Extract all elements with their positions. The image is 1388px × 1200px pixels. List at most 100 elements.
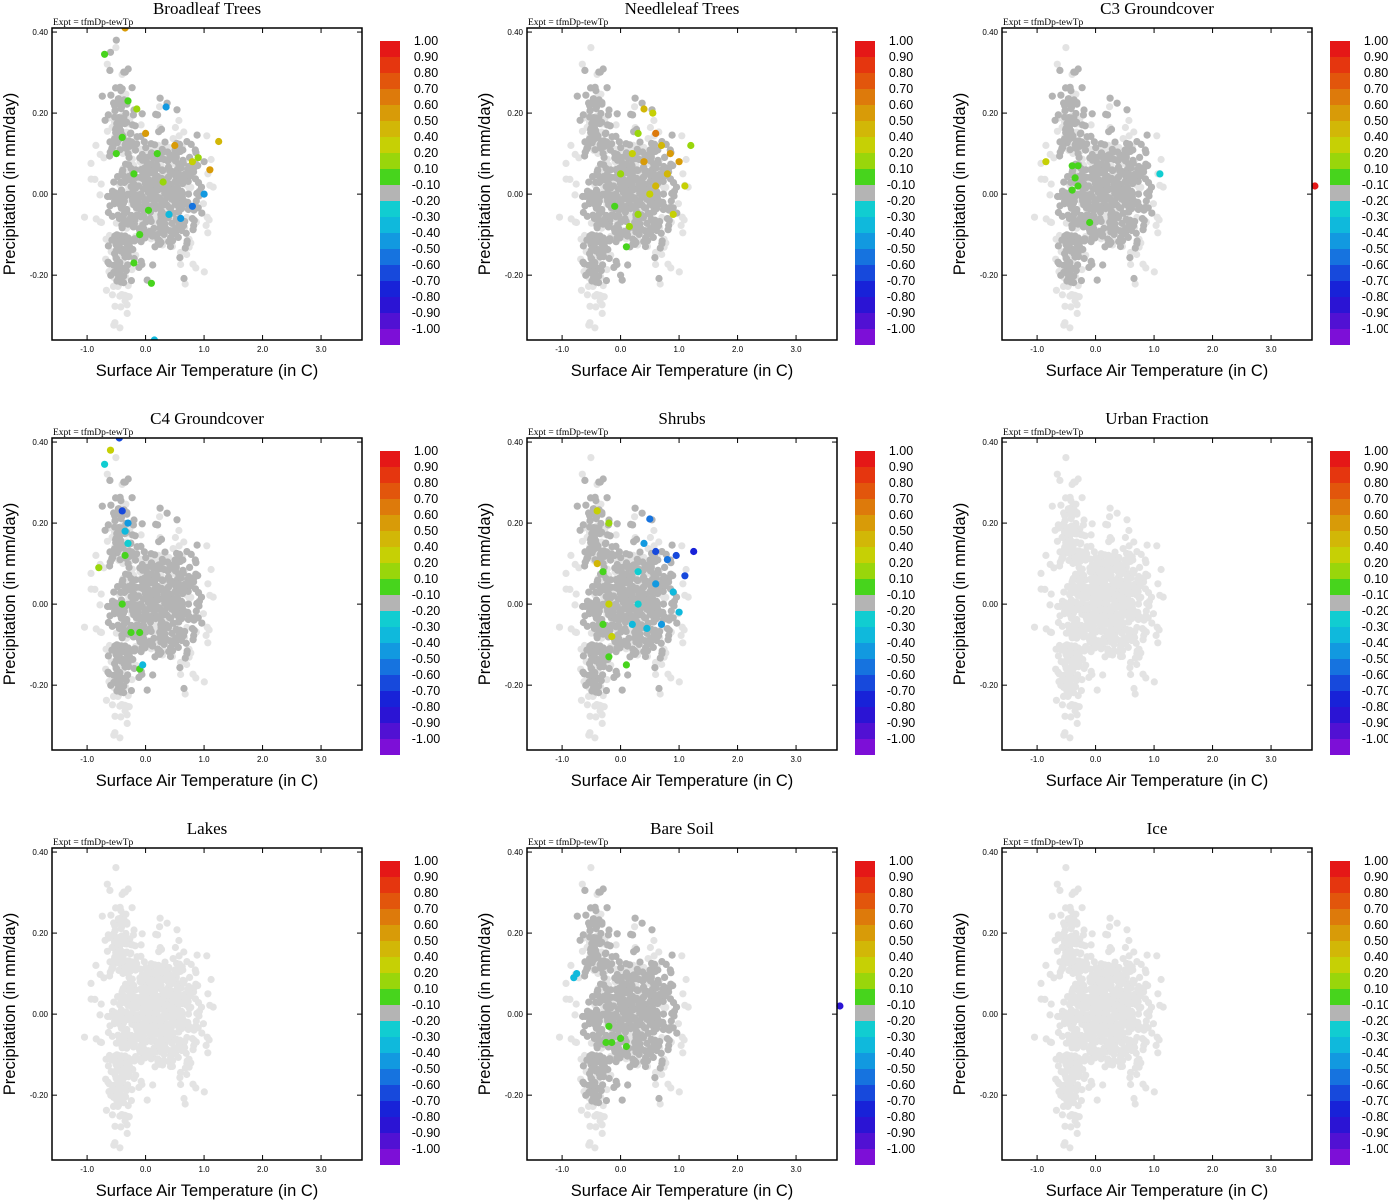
point-near-zero (647, 146, 655, 154)
point-background (199, 200, 207, 208)
point-background (572, 180, 580, 188)
point-near-zero (1068, 194, 1076, 202)
point-near-zero (1064, 137, 1072, 145)
point-colored (124, 97, 132, 105)
point-near-zero (1056, 152, 1064, 160)
colorbar-segment (1330, 41, 1350, 57)
point-background (1061, 302, 1069, 310)
point-near-zero (643, 219, 651, 227)
point-near-zero (104, 192, 112, 201)
point-near-zero (112, 36, 120, 44)
point-near-zero (1089, 175, 1097, 183)
point-near-zero (137, 257, 145, 265)
point-near-zero (118, 194, 126, 202)
point-colored (112, 150, 120, 158)
point-near-zero (1136, 153, 1144, 161)
plot-frame (526, 27, 838, 341)
colorbar-segment (1330, 169, 1350, 185)
point-near-zero (613, 110, 621, 118)
colorbar-label: 0.10 (414, 162, 438, 176)
colorbar-segment (1330, 233, 1350, 249)
point-near-zero (1131, 217, 1139, 226)
point-background (200, 268, 208, 276)
point-background (674, 200, 682, 208)
point-near-zero (151, 164, 159, 172)
point-near-zero (659, 205, 667, 214)
point-near-zero (1122, 196, 1130, 204)
colorbar-label: 0.50 (414, 114, 438, 128)
point-near-zero (613, 193, 621, 201)
point-near-zero (124, 173, 132, 181)
point-background (180, 128, 188, 136)
point-colored (159, 178, 167, 186)
point-near-zero (656, 200, 664, 208)
colorbar-segment (1330, 89, 1350, 105)
colorbar-segment (380, 89, 400, 105)
point-background (1087, 121, 1095, 129)
point-near-zero (1070, 210, 1078, 218)
point-colored (681, 182, 689, 190)
point-colored (1086, 218, 1094, 227)
colorbar-label: 0.70 (414, 82, 438, 96)
y-tick-label: 0.00 (982, 190, 998, 199)
point-near-zero (1101, 164, 1109, 172)
point-near-zero (1064, 211, 1072, 219)
point-colored (142, 129, 150, 137)
x-tick-label: -1.0 (555, 345, 569, 354)
point-near-zero (1072, 144, 1080, 152)
point-near-zero (1148, 209, 1156, 217)
colorbar-segment (1330, 217, 1350, 233)
point-near-zero (118, 85, 126, 93)
point-background (585, 321, 593, 329)
point-colored (133, 105, 141, 113)
colorbar-segment (1330, 329, 1350, 345)
point-near-zero (1135, 168, 1143, 176)
point-background (119, 291, 128, 299)
point-background (1046, 191, 1054, 199)
point-near-zero (1083, 140, 1091, 148)
point-near-zero (581, 66, 589, 74)
point-background (171, 123, 179, 132)
point-near-zero (1091, 165, 1099, 173)
point-near-zero (579, 258, 587, 266)
point-background (1066, 324, 1074, 332)
point-near-zero (164, 163, 173, 171)
point-near-zero (1097, 217, 1105, 225)
point-colored (640, 158, 648, 166)
point-near-zero (145, 176, 153, 184)
point-near-zero (1074, 149, 1082, 158)
colorbar-label: -0.10 (412, 178, 441, 192)
point-near-zero (176, 254, 184, 262)
point-near-zero (127, 277, 135, 285)
point-near-zero (667, 160, 675, 168)
point-near-zero (1111, 138, 1119, 146)
plot-area (555, 44, 695, 332)
point-near-zero (634, 148, 642, 156)
point-near-zero (1107, 228, 1115, 236)
y-tick-label: 0.00 (32, 190, 48, 199)
point-colored (1042, 158, 1050, 166)
colorbar-label: 0.90 (889, 50, 913, 64)
point-near-zero (670, 192, 678, 200)
point-background (204, 229, 212, 237)
point-near-zero (1056, 66, 1064, 74)
colorbar-segment (1330, 73, 1350, 89)
colorbar-label: 0.20 (889, 146, 913, 160)
point-near-zero (593, 194, 601, 202)
y-axis-label: Precipitation (in mm/day) (951, 93, 969, 275)
y-tick-label: -0.20 (30, 271, 49, 280)
point-near-zero (142, 144, 150, 152)
point-background (110, 321, 118, 329)
expt-label: Expt = tfmDp-tewTp (53, 427, 134, 438)
point-background (682, 155, 690, 164)
point-background (575, 154, 583, 162)
point-near-zero (579, 192, 587, 201)
plot-area (1030, 44, 1167, 332)
point-near-zero (179, 159, 187, 167)
point-colored (1068, 162, 1076, 170)
point-near-zero (181, 200, 189, 208)
point-background (202, 221, 210, 229)
point-near-zero (624, 261, 632, 269)
point-background (594, 291, 603, 299)
